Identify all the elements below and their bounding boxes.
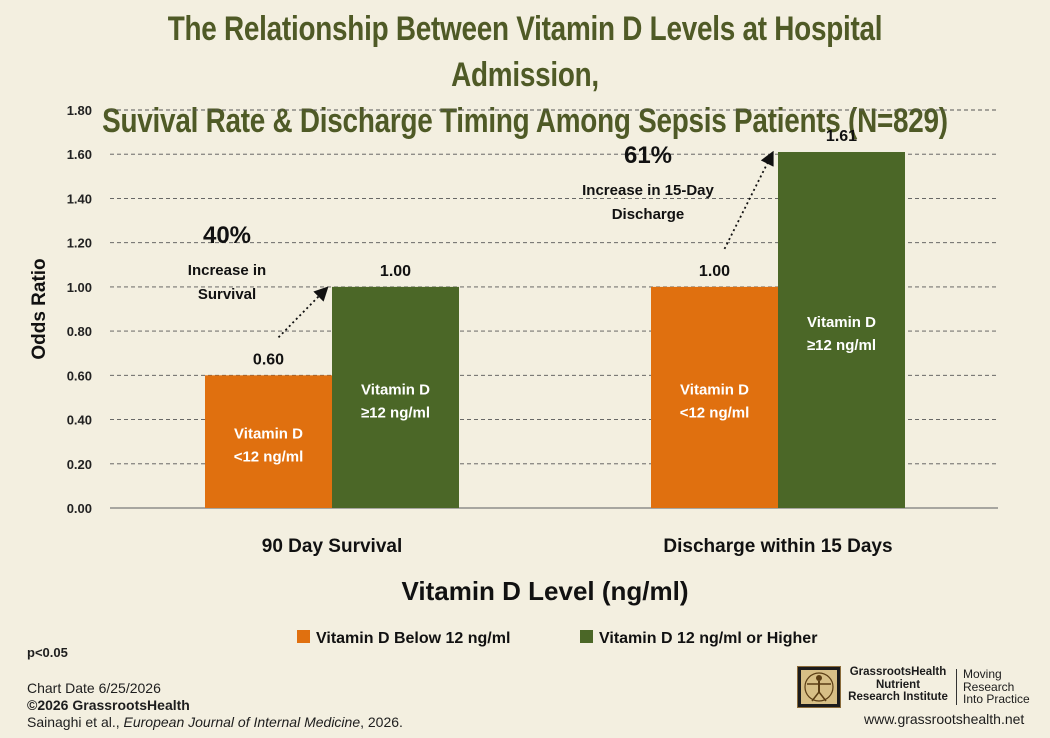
website-link[interactable]: www.grassrootshealth.net (864, 711, 1025, 727)
citation-journal: European Journal of Internal Medicine (123, 714, 361, 730)
x-tick-label: Discharge within 15 Days (663, 536, 892, 557)
data-label: 0.60 (253, 351, 284, 368)
data-label: 1.00 (699, 263, 730, 280)
x-tick-label: 90 Day Survival (262, 536, 402, 557)
chart-date: Chart Date 6/25/2026 (27, 680, 161, 696)
annotation-text: Increase in 15-Day (582, 182, 714, 199)
x-axis-label: Vitamin D Level (ng/ml) (401, 576, 688, 606)
logo-tagline-2: Research (963, 679, 1015, 694)
data-label: 1.61 (826, 128, 857, 145)
annotation-percent: 40% (203, 222, 251, 249)
bar (778, 152, 905, 508)
annotation-text: Discharge (612, 206, 685, 223)
bar-inner-label: Vitamin D (361, 381, 430, 398)
logo-org-line-3: Research Institute (848, 691, 948, 703)
annotation-text: Increase in (188, 262, 266, 279)
bar-inner-label: ≥12 ng/ml (807, 337, 876, 354)
vitruvian-man-icon (797, 666, 841, 708)
logo-org-name: GrassrootsHealth Nutrient Research Insti… (843, 666, 953, 704)
annotation-arrow (723, 150, 774, 250)
legend-swatch (580, 630, 593, 643)
bar (332, 286, 459, 508)
y-tick-label: 1.60 (67, 147, 92, 162)
bar-inner-label: <12 ng/ml (234, 449, 304, 466)
logo-tagline-1: Moving (963, 667, 1002, 681)
bar (205, 375, 332, 508)
y-tick-label: 1.00 (67, 280, 92, 295)
y-tick-label: 0.60 (67, 368, 92, 383)
grassrootshealth-logo: GrassrootsHealth Nutrient Research Insti… (797, 666, 1037, 710)
chart-title-line-2: Suvival Rate & Discharge Timing Among Se… (102, 102, 948, 140)
citation-authors: Sainaghi et al., (27, 714, 124, 730)
annotation-text: Survival (198, 286, 256, 303)
bar-inner-label: Vitamin D (680, 381, 749, 398)
legend-label: Vitamin D 12 ng/ml or Higher (599, 630, 817, 647)
chart-title-line-1: The Relationship Between Vitamin D Level… (167, 10, 883, 94)
y-tick-label: 1.40 (67, 191, 92, 206)
chart-title: The Relationship Between Vitamin D Level… (95, 6, 956, 144)
y-tick-label: 1.20 (67, 236, 92, 251)
logo-org-line-2: Nutrient (875, 678, 921, 691)
data-label: 1.00 (380, 263, 411, 280)
y-tick-label: 0.20 (67, 457, 92, 472)
bar-inner-label: <12 ng/ml (680, 404, 750, 421)
bar (651, 286, 778, 508)
citation-year: , 2026. (360, 714, 403, 730)
legend-swatch (297, 630, 310, 643)
logo-org-line-1: GrassrootsHealth (849, 666, 947, 678)
logo-tagline: Moving Research Into Practice (963, 668, 1043, 706)
bar-inner-label: ≥12 ng/ml (361, 404, 430, 421)
y-axis-label: Odds Ratio (29, 258, 50, 359)
annotation-percent: 61% (624, 142, 672, 169)
logo-divider (956, 669, 957, 705)
bar-inner-label: Vitamin D (234, 426, 303, 443)
annotation-arrow (277, 286, 329, 338)
y-tick-label: 0.80 (67, 324, 92, 339)
y-tick-label: 0.00 (67, 501, 92, 516)
y-tick-label: 0.40 (67, 413, 92, 428)
p-value-note: p<0.05 (27, 645, 68, 660)
y-tick-label: 1.80 (67, 103, 92, 118)
citation: Sainaghi et al., European Journal of Int… (27, 714, 403, 730)
logo-tagline-3: Into Practice (963, 692, 1030, 706)
legend-label: Vitamin D Below 12 ng/ml (316, 630, 510, 647)
bar-inner-label: Vitamin D (807, 314, 876, 331)
copyright: ©2026 GrassrootsHealth (27, 697, 190, 713)
